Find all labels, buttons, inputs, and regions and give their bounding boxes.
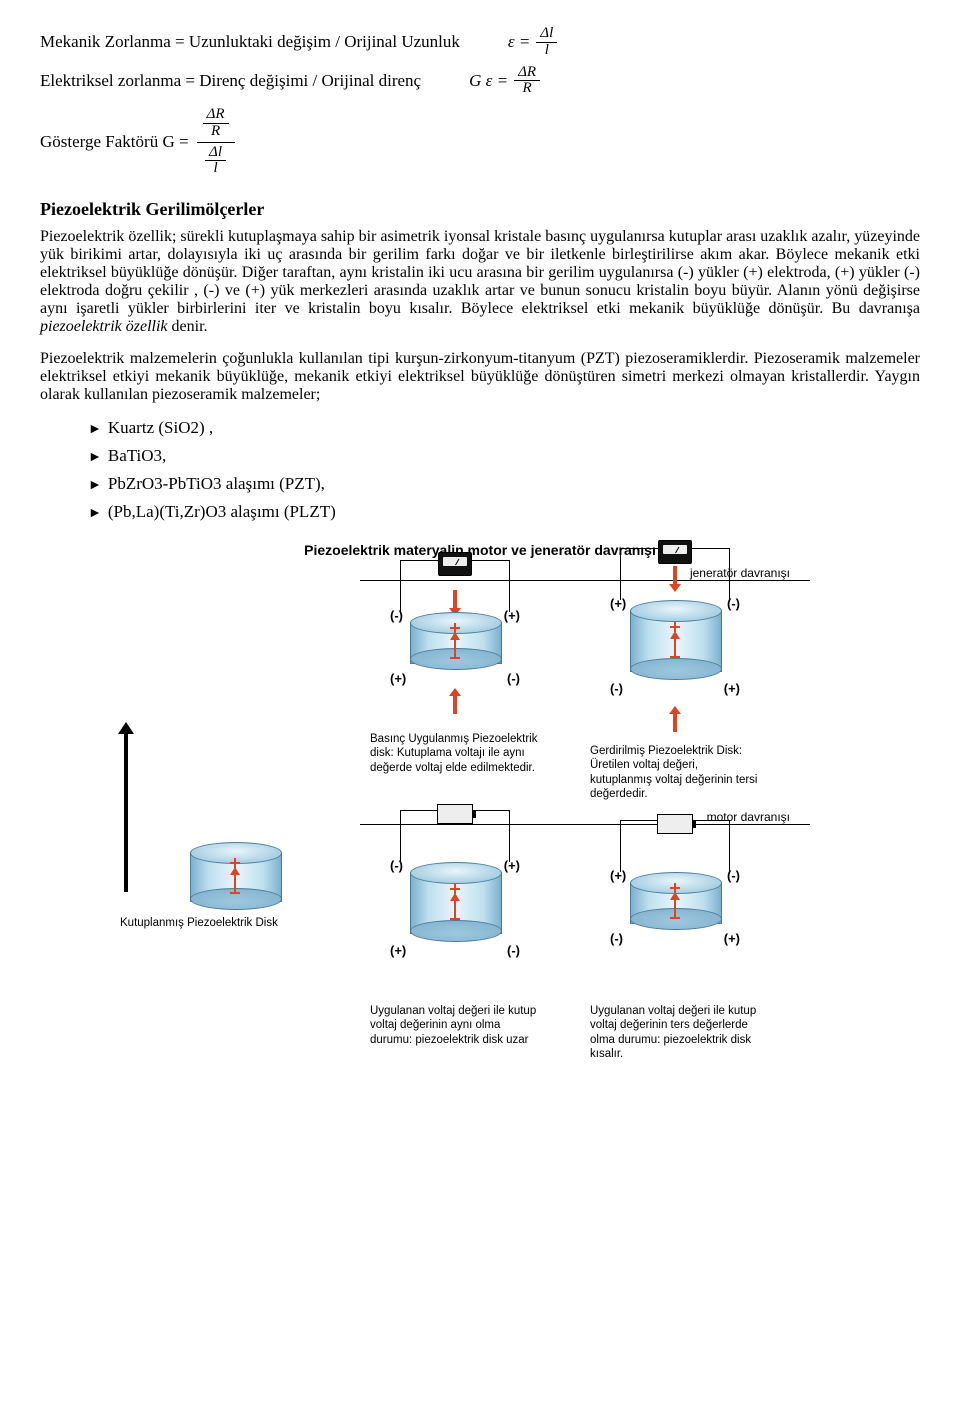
force-arrow-up-icon xyxy=(670,566,680,592)
eq-symbol: G ε = xyxy=(469,71,508,91)
dipole-icon xyxy=(230,858,240,894)
compound-fraction: ΔR R Δl l xyxy=(197,105,235,179)
wire-frame xyxy=(620,820,730,872)
gf-label: Gösterge Faktörü G = xyxy=(40,132,189,152)
piezo-disk: (+) (-) (-) (+) xyxy=(630,600,720,680)
force-arrow-down-icon xyxy=(670,706,680,732)
force-arrow-up-icon xyxy=(450,688,460,714)
formula-eq: ε = Δl l xyxy=(508,26,557,59)
fraction: ΔR R xyxy=(514,65,540,98)
eq-symbol: ε = xyxy=(508,32,530,52)
piezo-disk xyxy=(190,842,280,910)
list-item: PbZrO3-PbTiO3 alaşımı (PZT), xyxy=(88,474,920,494)
voltmeter-icon xyxy=(438,552,472,576)
dipole-icon xyxy=(450,623,460,659)
fraction: Δl l xyxy=(536,26,557,59)
diagram-title: Piezoelektrik materyalin motor ve jenera… xyxy=(110,542,850,558)
caption: Kutuplanmış Piezoelektrik Disk xyxy=(120,916,310,930)
motor-right-cell: (+) (-) (-) (+) Uygulanan voltaj değeri … xyxy=(590,872,760,1062)
formula-gauge-factor: Gösterge Faktörü G = ΔR R Δl l xyxy=(40,105,920,179)
paragraph-1: Piezoelektrik özellik; sürekli kutuplaşm… xyxy=(40,228,920,336)
formula-electrical-strain: Elektriksel zorlanma = Direnç değişimi /… xyxy=(40,65,920,98)
list-item: (Pb,La)(Ti,Zr)O3 alaşımı (PLZT) xyxy=(88,502,920,522)
gen-right-cell: (+) (-) (-) (+) Gerdirilmiş Piezoelektri… xyxy=(590,600,760,802)
list-item: Kuartz (SiO2) , xyxy=(88,418,920,438)
wire-frame xyxy=(400,810,510,862)
voltmeter-icon xyxy=(658,540,692,564)
formula-text: Mekanik Zorlanma = Uzunluktaki değişim /… xyxy=(40,32,460,52)
materials-list: Kuartz (SiO2) , BaTiO3, PbZrO3-PbTiO3 al… xyxy=(40,418,920,522)
reference-disk-cell: Kutuplanmış Piezoelektrik Disk xyxy=(160,842,310,930)
polarization-arrow-icon xyxy=(120,722,132,892)
caption: Basınç Uygulanmış Piezoelektrik disk: Ku… xyxy=(370,732,540,775)
gen-left-cell: (-) (+) (+) (-) Basınç Uygulanmış Piezoe… xyxy=(370,612,540,775)
section-title: Piezoelektrik Gerilimölçerler xyxy=(40,199,920,220)
caption: Uygulanan voltaj değeri ile kutup voltaj… xyxy=(370,1004,540,1047)
piezo-disk: (-) (+) (+) (-) xyxy=(410,862,500,942)
piezo-diagram: Piezoelektrik materyalin motor ve jenera… xyxy=(110,542,850,1102)
formula-eq: G ε = ΔR R xyxy=(469,65,540,98)
battery-icon xyxy=(437,804,473,824)
formula-text: Elektriksel zorlanma = Direnç değişimi /… xyxy=(40,71,421,91)
list-item: BaTiO3, xyxy=(88,446,920,466)
piezo-disk: (-) (+) (+) (-) xyxy=(410,612,500,670)
piezo-disk: (+) (-) (-) (+) xyxy=(630,872,720,930)
motor-left-cell: (-) (+) (+) (-) Uygulanan voltaj değeri … xyxy=(370,862,540,1047)
dipole-icon xyxy=(450,884,460,920)
caption: Gerdirilmiş Piezoelektrik Disk: Üretilen… xyxy=(590,744,760,802)
formula-mechanical-strain: Mekanik Zorlanma = Uzunluktaki değişim /… xyxy=(40,26,920,59)
paragraph-2: Piezoelektrik malzemelerin çoğunlukla ku… xyxy=(40,350,920,404)
battery-icon xyxy=(657,814,693,834)
dipole-icon xyxy=(670,883,680,919)
caption: Uygulanan voltaj değeri ile kutup voltaj… xyxy=(590,1004,760,1062)
dipole-icon xyxy=(670,622,680,658)
